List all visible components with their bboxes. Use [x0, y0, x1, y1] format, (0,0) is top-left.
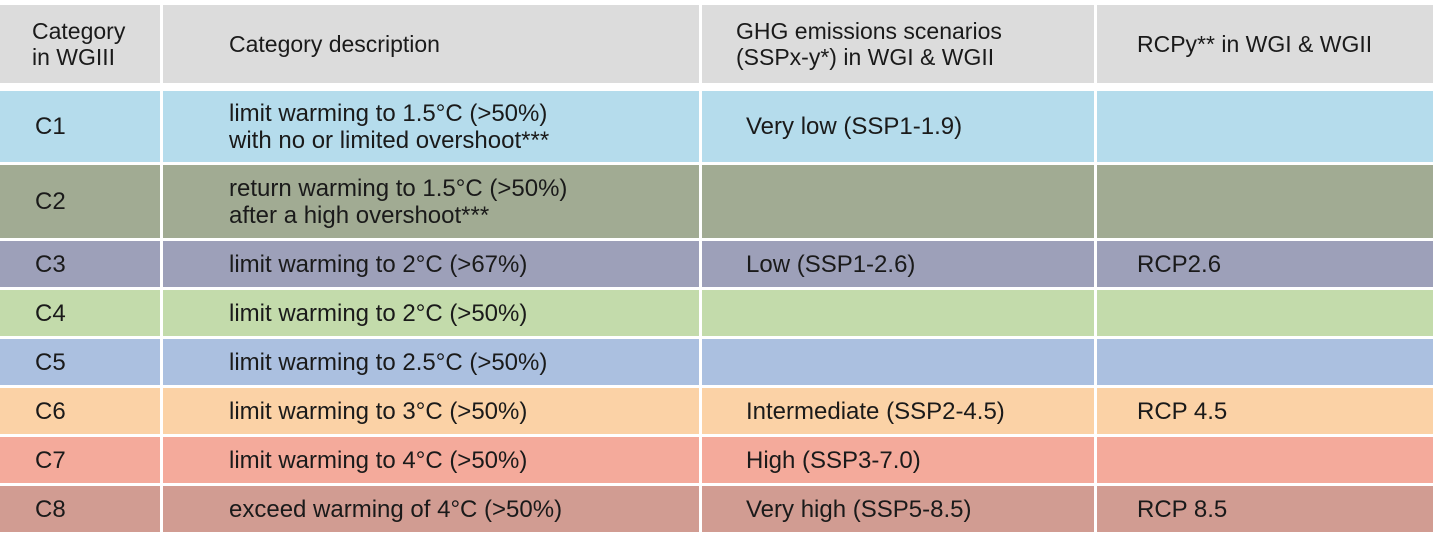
category-label: C2: [35, 188, 66, 215]
category-cell: C6: [0, 388, 163, 434]
ghg-cell: Very low (SSP1-1.9): [702, 91, 1097, 162]
rcp-cell: [1097, 290, 1433, 336]
description-cell: limit warming to 2°C (>67%): [163, 241, 702, 287]
category-label: C5: [35, 348, 66, 376]
header-description-label: Category description: [229, 31, 440, 57]
description-line-1: exceed warming of 4°C (>50%): [229, 495, 563, 523]
rcp-cell: RCP 4.5: [1097, 388, 1433, 434]
table-row-c2: C2 return warming to 1.5°C (>50%) after …: [0, 165, 1433, 238]
description-line-1: limit warming to 2.5°C (>50%): [229, 348, 548, 376]
header-ghg: GHG emissions scenarios (SSPx-y*) in WGI…: [702, 5, 1097, 83]
category-label: C6: [35, 397, 66, 425]
header-ghg-line-1: GHG emissions scenarios: [736, 18, 1002, 44]
table-row-c5: C5 limit warming to 2.5°C (>50%): [0, 339, 1433, 385]
rcp-cell: [1097, 91, 1433, 162]
description-cell: limit warming to 4°C (>50%): [163, 437, 702, 483]
ghg-cell: High (SSP3-7.0): [702, 437, 1097, 483]
category-cell: C7: [0, 437, 163, 483]
rcp-label: RCP 8.5: [1137, 495, 1228, 523]
ghg-cell: [702, 339, 1097, 385]
category-cell: C8: [0, 486, 163, 532]
description-cell: return warming to 1.5°C (>50%) after a h…: [163, 165, 702, 238]
header-category: Category in WGIII: [0, 5, 163, 83]
header-category-line-1: Category: [32, 18, 126, 44]
description-line-1: limit warming to 2°C (>67%): [229, 250, 528, 278]
ghg-label: Low (SSP1-2.6): [746, 250, 916, 278]
rcp-label: RCP2.6: [1137, 250, 1222, 278]
header-category-line-2: in WGIII: [32, 44, 116, 70]
rcp-cell: [1097, 437, 1433, 483]
category-label: C1: [35, 113, 66, 140]
category-cell: C5: [0, 339, 163, 385]
category-cell: C1: [0, 91, 163, 162]
rcp-cell: [1097, 339, 1433, 385]
header-ghg-line-2: (SSPx-y*) in WGI & WGII: [736, 44, 995, 70]
description-line-1: limit warming to 2°C (>50%): [229, 299, 528, 327]
description-line-1: limit warming to 4°C (>50%): [229, 446, 528, 474]
ghg-label: Very high (SSP5-8.5): [746, 495, 972, 523]
description-line-1: limit warming to 3°C (>50%): [229, 397, 528, 425]
ghg-cell: [702, 290, 1097, 336]
category-cell: C4: [0, 290, 163, 336]
category-cell: C2: [0, 165, 163, 238]
description-cell: exceed warming of 4°C (>50%): [163, 486, 702, 532]
category-label: C8: [35, 495, 66, 523]
category-cell: C3: [0, 241, 163, 287]
ghg-label: Intermediate (SSP2-4.5): [746, 397, 1005, 425]
table-row-c6: C6 limit warming to 3°C (>50%) Intermedi…: [0, 388, 1433, 434]
rcp-cell: RCP 8.5: [1097, 486, 1433, 532]
table-row-c3: C3 limit warming to 2°C (>67%) Low (SSP1…: [0, 241, 1433, 287]
description-line-2: with no or limited overshoot***: [229, 126, 550, 154]
category-label: C7: [35, 446, 66, 474]
category-label: C3: [35, 250, 66, 278]
category-label: C4: [35, 299, 66, 327]
ghg-cell: [702, 165, 1097, 238]
description-line-1: limit warming to 1.5°C (>50%): [229, 99, 548, 127]
rcp-label: RCP 4.5: [1137, 397, 1228, 425]
ghg-cell: Intermediate (SSP2-4.5): [702, 388, 1097, 434]
table-row-c7: C7 limit warming to 4°C (>50%) High (SSP…: [0, 437, 1433, 483]
header-rcp-label: RCPy** in WGI & WGII: [1137, 31, 1373, 57]
header-description: Category description: [163, 5, 702, 83]
ghg-cell: Low (SSP1-2.6): [702, 241, 1097, 287]
ghg-label: Very low (SSP1-1.9): [746, 113, 963, 140]
description-cell: limit warming to 2°C (>50%): [163, 290, 702, 336]
header-rcp: RCPy** in WGI & WGII: [1097, 5, 1433, 83]
description-cell: limit warming to 2.5°C (>50%): [163, 339, 702, 385]
table-header-row: Category in WGIII Category description G…: [0, 5, 1433, 83]
rcp-cell: RCP2.6: [1097, 241, 1433, 287]
description-line-1: return warming to 1.5°C (>50%): [229, 174, 568, 202]
ghg-label: High (SSP3-7.0): [746, 446, 921, 474]
ghg-cell: Very high (SSP5-8.5): [702, 486, 1097, 532]
table-row-c4: C4 limit warming to 2°C (>50%): [0, 290, 1433, 336]
table-row-c8: C8 exceed warming of 4°C (>50%) Very hig…: [0, 486, 1433, 532]
description-cell: limit warming to 1.5°C (>50%) with no or…: [163, 91, 702, 162]
rcp-cell: [1097, 165, 1433, 238]
table-row-c1: C1 limit warming to 1.5°C (>50%) with no…: [0, 91, 1433, 162]
description-cell: limit warming to 3°C (>50%): [163, 388, 702, 434]
description-line-2: after a high overshoot***: [229, 201, 490, 229]
